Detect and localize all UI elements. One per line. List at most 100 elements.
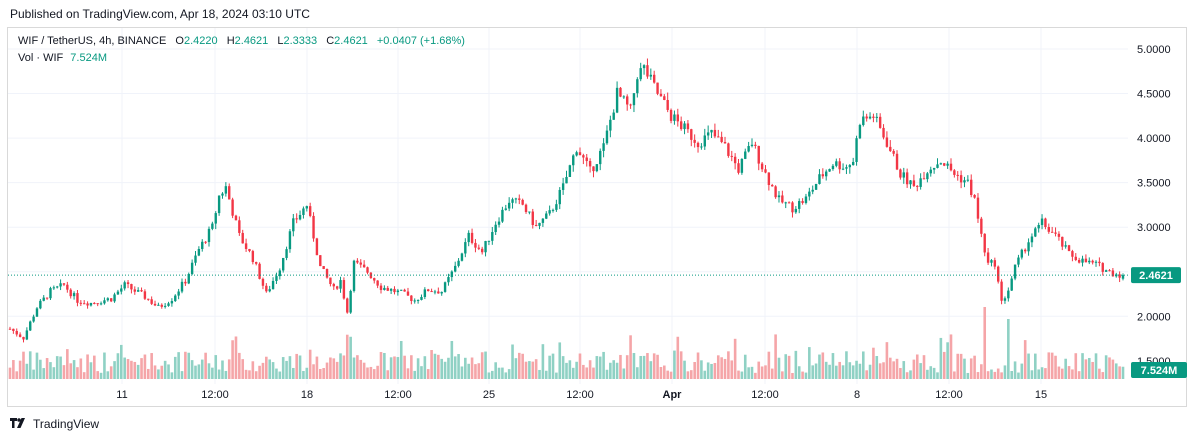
volume-bar (541, 344, 545, 379)
candle-body (450, 271, 454, 278)
volume-bar (25, 363, 29, 379)
symbol-legend: WIF / TetherUS, 4h, BINANCE O2.4220 H2.4… (18, 35, 465, 47)
volume-bar (62, 365, 66, 379)
volume-bar (976, 372, 980, 379)
volume-bar (59, 356, 62, 379)
volume-bar (781, 371, 784, 379)
candle-body (706, 132, 710, 136)
volume-bar (28, 351, 32, 379)
volume-bar (140, 358, 143, 379)
candle-body (872, 116, 875, 118)
candle-body (238, 220, 241, 233)
chart-frame (7, 27, 1187, 407)
volume-bar (312, 364, 315, 379)
volume-bar (443, 361, 447, 379)
volume-bar (207, 363, 211, 379)
volume-bar (1077, 371, 1081, 379)
x-axis: 11 12:00 18 12:00 25 12:00 Apr 12:00 8 12:00 15 (116, 389, 1047, 401)
candle-body (1044, 218, 1047, 227)
candle-body (922, 178, 926, 180)
volume-bar (32, 369, 35, 379)
candle-body (281, 257, 285, 271)
candle-body (295, 218, 298, 220)
volume-bar (487, 372, 491, 379)
candle-body (959, 175, 963, 183)
volume-bar (477, 363, 481, 379)
volume-bar (669, 371, 673, 379)
volume-bar (376, 365, 379, 379)
volume-bar (379, 352, 383, 379)
volume-bar (1084, 359, 1088, 379)
open-value: 2.4220 (183, 35, 218, 47)
volume-bar (548, 355, 551, 379)
volume-bar (325, 362, 329, 379)
candle-body (794, 208, 798, 213)
candle-body (325, 268, 329, 278)
volume-bar (986, 371, 990, 379)
candle-body (1094, 261, 1098, 263)
volume-bar (764, 365, 767, 379)
volume-bar (582, 364, 585, 379)
candle-body (106, 298, 110, 301)
volume-bar (912, 359, 916, 379)
candle-body (744, 151, 747, 159)
volume-bar (969, 358, 973, 379)
candle-body (808, 191, 811, 197)
candle-body (271, 280, 275, 290)
volume-bar (973, 355, 976, 379)
volume-bar (878, 363, 882, 379)
volume-bar (902, 361, 906, 379)
volume-bar (474, 364, 477, 379)
volume-bar (45, 358, 49, 379)
volume-bar (467, 363, 470, 379)
volume-bar (841, 365, 845, 379)
candle-body (184, 281, 187, 284)
volume-bar (1094, 353, 1098, 379)
candle-body (936, 164, 939, 168)
candle-body (376, 280, 379, 286)
candle-body (170, 301, 174, 304)
candle-body (1000, 281, 1003, 301)
candle-body (1017, 257, 1020, 265)
candle-body (612, 112, 615, 120)
candle-body (592, 166, 595, 172)
candle-body (35, 308, 39, 317)
volume-bar (329, 357, 332, 379)
volume-bar (170, 372, 174, 379)
volume-bar (639, 355, 642, 379)
candle-body (150, 299, 153, 304)
candle-body (696, 142, 700, 148)
volume-bar (89, 362, 93, 379)
volume-bar (544, 370, 548, 379)
candle-body (1088, 260, 1091, 263)
volume-bar (686, 371, 690, 379)
candle-body (885, 137, 889, 147)
volume-bar (12, 360, 15, 379)
volume-bar (1027, 353, 1030, 379)
candle-body (673, 114, 676, 121)
volume-bar (241, 359, 245, 379)
volume-bar (514, 358, 518, 379)
candle-body (1061, 236, 1064, 247)
published-note: Published on TradingView.com, Apr 18, 20… (10, 7, 310, 21)
x-tick-label: 11 (116, 389, 127, 401)
candle-body (518, 198, 521, 200)
footer-brand[interactable]: TradingView (10, 417, 99, 431)
volume-bar (103, 352, 106, 379)
volume-bar (288, 356, 292, 379)
candle-body (825, 171, 828, 177)
candle-body (555, 204, 558, 210)
candle-body (970, 179, 973, 196)
candle-body (976, 197, 980, 219)
candle-body (980, 218, 983, 234)
candle-body (926, 173, 929, 180)
candle-body (1074, 256, 1077, 260)
candle-body (315, 238, 319, 256)
candle-body (993, 260, 997, 267)
volume-bar (993, 371, 997, 379)
candle-body (599, 150, 602, 165)
candle-body (669, 109, 673, 121)
volume-bar (460, 366, 464, 379)
volume-bar (184, 351, 187, 379)
